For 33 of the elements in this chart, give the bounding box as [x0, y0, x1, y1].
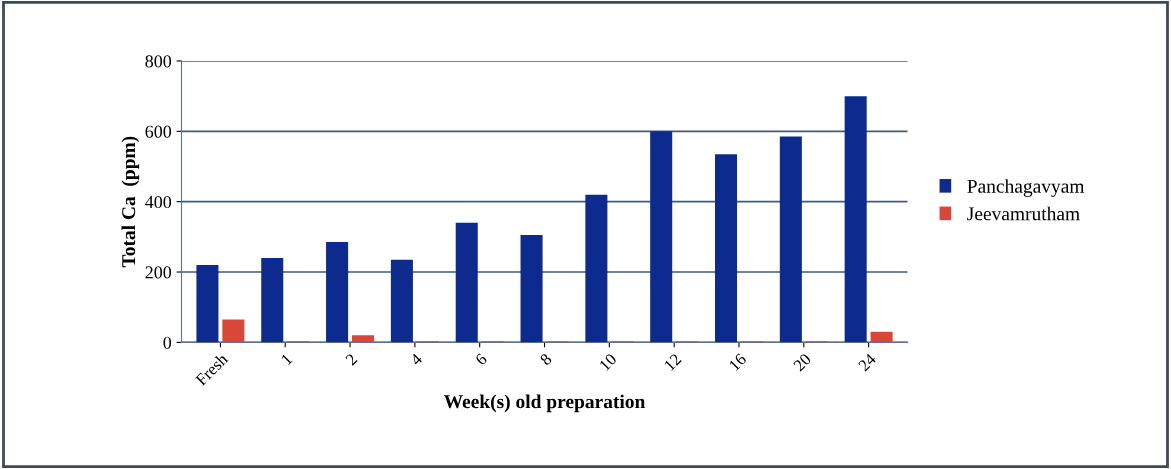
x-tick-label: 6 — [474, 352, 488, 366]
x-tick-label: 2 — [345, 353, 358, 366]
bar — [326, 242, 349, 343]
bar — [844, 96, 867, 343]
bar — [650, 131, 673, 343]
x-tick-label: 1 — [280, 353, 293, 366]
bar — [455, 222, 478, 343]
bar — [261, 257, 284, 343]
x-tick-label: 8 — [539, 352, 553, 366]
bar — [196, 264, 219, 343]
x-tick-label: 4 — [409, 352, 423, 366]
y-axis-title: Total Ca (ppm) — [121, 136, 140, 268]
x-tick-label: 16 — [728, 352, 747, 372]
y-tick-label: 800 — [145, 55, 172, 68]
x-axis-title: Week(s) old preparation — [443, 394, 646, 413]
bar — [779, 136, 802, 343]
bar — [520, 235, 543, 343]
bar — [222, 319, 245, 343]
legend-label: Jeevamrutham — [967, 206, 1080, 221]
bar — [390, 259, 413, 343]
bar — [585, 194, 608, 343]
x-tick-label: 24 — [857, 352, 877, 372]
y-tick-label: 600 — [145, 125, 172, 138]
x-tick-label: 20 — [792, 352, 812, 372]
x-tick-label: 10 — [598, 352, 618, 372]
legend-label: Panchagavyam — [967, 179, 1085, 197]
bar — [715, 154, 738, 343]
x-tick-label: 12 — [663, 353, 682, 372]
y-tick-label: 0 — [163, 336, 172, 349]
bar — [870, 331, 893, 343]
y-tick-label: 400 — [145, 195, 172, 209]
bar — [351, 335, 375, 343]
y-tick-label: 200 — [145, 266, 172, 279]
